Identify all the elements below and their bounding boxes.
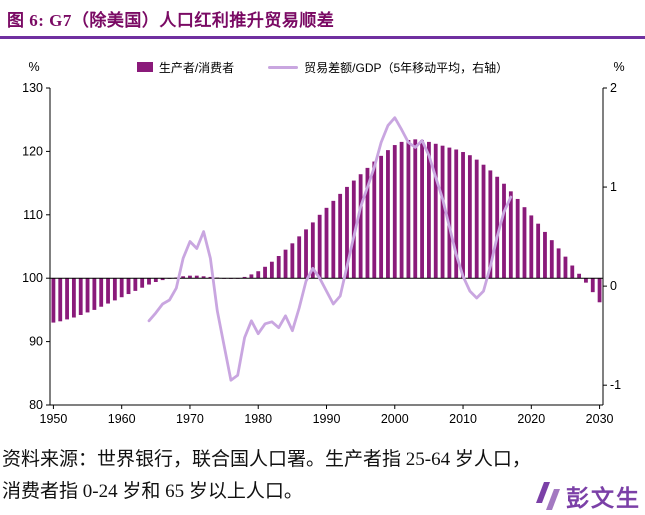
svg-text:130: 130	[22, 81, 43, 95]
svg-text:2020: 2020	[517, 412, 545, 426]
svg-text:2010: 2010	[449, 412, 477, 426]
figure-title: 图 6: G7（除美国）人口红利推升贸易顺差	[7, 11, 335, 30]
svg-text:1960: 1960	[108, 412, 136, 426]
svg-text:1990: 1990	[313, 412, 341, 426]
chart-legend: 生产者/消费者 贸易差额/GDP（5年移动平均，右轴）	[0, 58, 645, 76]
svg-text:1: 1	[610, 180, 617, 194]
svg-text:1980: 1980	[244, 412, 272, 426]
axis-labels: 130 120 110 100 90 80 2 1 0 -1 1950 1960 1970 1980 199…	[22, 60, 624, 426]
svg-text:1970: 1970	[176, 412, 204, 426]
source-note: 资料来源：世界银行，联合国人口署。生产者指 25-64 岁人口， 消费者指 0-…	[2, 444, 642, 509]
bar-series	[51, 139, 602, 323]
watermark-logo-icon	[536, 482, 560, 510]
legend-bar-label: 生产者/消费者	[158, 60, 235, 75]
svg-text:80: 80	[29, 398, 43, 412]
svg-text:2000: 2000	[381, 412, 409, 426]
svg-text:110: 110	[23, 208, 43, 222]
svg-text:1950: 1950	[40, 412, 68, 426]
source-note-line2: 消费者指 0-24 岁和 65 岁以上人口。	[2, 481, 303, 503]
source-note-line1: 资料来源：世界银行，联合国人口署。生产者指 25-64 岁人口，	[2, 449, 531, 470]
svg-text:100: 100	[22, 271, 43, 285]
svg-text:0: 0	[610, 279, 617, 293]
combo-chart: 130 120 110 100 90 80 2 1 0 -1 1950 1960 1970 1980 199…	[22, 60, 624, 426]
svg-text:%: %	[28, 60, 39, 74]
legend-item-bar: 生产者/消费者	[136, 59, 235, 76]
svg-text:-1: -1	[610, 378, 621, 392]
watermark: 彭文生	[535, 479, 641, 513]
axes	[46, 87, 607, 409]
legend-line-label: 贸易差额/GDP（5年移动平均，右轴）	[304, 60, 509, 75]
line-swatch-icon	[268, 65, 299, 69]
line-series	[147, 116, 513, 382]
svg-text:120: 120	[22, 144, 43, 158]
svg-text:90: 90	[29, 335, 43, 349]
svg-text:2030: 2030	[586, 412, 614, 426]
svg-text:%: %	[613, 60, 624, 74]
chart-area: 130 120 110 100 90 80 2 1 0 -1 1950 1960 1970 1980 199…	[0, 55, 645, 435]
title-rule	[0, 36, 645, 39]
svg-text:2: 2	[610, 81, 617, 95]
watermark-text: 彭文生	[566, 486, 641, 511]
legend-item-line: 贸易差额/GDP（5年移动平均，右轴）	[268, 59, 508, 76]
bar-swatch-icon	[136, 62, 153, 72]
